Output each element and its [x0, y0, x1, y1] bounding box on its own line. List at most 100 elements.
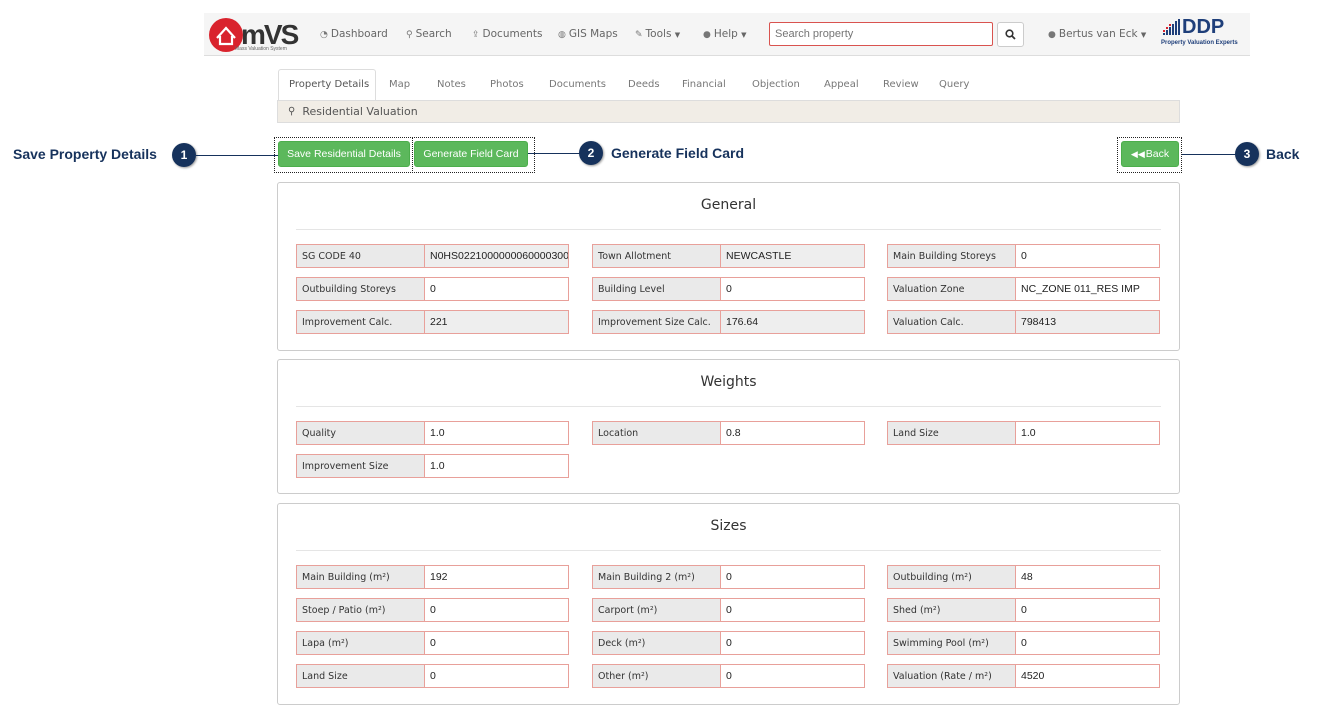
- field-shed[interactable]: Shed (m²) 0: [887, 598, 1160, 622]
- field-value: 176.64: [721, 311, 864, 333]
- tab-financial[interactable]: Financial: [682, 79, 726, 90]
- callout-line-2: [528, 153, 580, 154]
- tab-appeal[interactable]: Appeal: [824, 79, 859, 90]
- caret-down-icon: ▼: [674, 31, 681, 39]
- field-value: 0.8: [726, 427, 741, 439]
- ddp-logo: DDP Property Valuation Experts: [1160, 16, 1242, 50]
- field-land-size[interactable]: Land Size 0: [296, 664, 569, 688]
- nav-dashboard[interactable]: ◔ Dashboard: [320, 28, 388, 40]
- field-label: Carport (m²): [593, 599, 721, 621]
- field-deck[interactable]: Deck (m²) 0: [592, 631, 865, 655]
- nav-search-label: Search: [415, 28, 452, 40]
- field-sg-code[interactable]: SG CODE 40 N0HS02210000000600003000: [296, 244, 569, 268]
- field-stoep-patio[interactable]: Stoep / Patio (m²) 0: [296, 598, 569, 622]
- field-land-size-weight[interactable]: Land Size 1.0: [887, 421, 1160, 445]
- field-label: Shed (m²): [888, 599, 1016, 621]
- field-value: 48: [1021, 571, 1033, 583]
- field-main-building-storeys[interactable]: Main Building Storeys 0: [887, 244, 1160, 268]
- field-value: 1.0: [1021, 427, 1036, 439]
- property-search-input[interactable]: [769, 22, 993, 46]
- tab-active-frame: [278, 69, 376, 101]
- field-improvement-size-calc[interactable]: Improvement Size Calc. 176.64: [592, 310, 865, 334]
- backward-icon: ◀◀: [1130, 148, 1145, 159]
- field-value: 0: [430, 670, 436, 682]
- save-residential-details-button[interactable]: Save Residential Details: [278, 141, 410, 167]
- search-icon: [1005, 29, 1016, 40]
- field-main-building[interactable]: Main Building (m²) 192: [296, 565, 569, 589]
- tab-query[interactable]: Query: [939, 79, 970, 90]
- field-value: 0: [430, 283, 436, 295]
- tab-review[interactable]: Review: [883, 79, 919, 90]
- field-value: 0: [726, 571, 732, 583]
- field-valuation-rate[interactable]: Valuation (Rate / m²) 4520: [887, 664, 1160, 688]
- field-swimming-pool[interactable]: Swimming Pool (m²) 0: [887, 631, 1160, 655]
- field-location[interactable]: Location 0.8: [592, 421, 865, 445]
- search-button[interactable]: [997, 22, 1024, 47]
- nav-help-label: Help: [713, 28, 738, 40]
- brand-tagline: Property Valuation Experts: [1161, 40, 1238, 46]
- back-highlight: [1117, 137, 1182, 173]
- tab-map[interactable]: Map: [389, 79, 411, 90]
- field-outbuilding-storeys[interactable]: Outbuilding Storeys 0: [296, 277, 569, 301]
- field-label: Quality: [297, 422, 425, 444]
- svg-text:mVS: mVS: [241, 19, 299, 50]
- brand-name: DDP: [1182, 16, 1225, 38]
- field-card-highlight: [412, 137, 535, 173]
- tab-deeds[interactable]: Deeds: [628, 79, 660, 90]
- nav-documents[interactable]: ⇪ Documents: [472, 28, 542, 40]
- nav-help[interactable]: ● Help ▼: [703, 28, 747, 40]
- field-outbuilding[interactable]: Outbuilding (m²) 48: [887, 565, 1160, 589]
- field-building-level[interactable]: Building Level 0: [592, 277, 865, 301]
- dashboard-icon: ◔: [320, 30, 328, 40]
- tab-photos[interactable]: Photos: [490, 79, 524, 90]
- back-button[interactable]: ◀◀ Back: [1121, 141, 1179, 167]
- field-value: 4520: [1021, 670, 1045, 682]
- field-label: Outbuilding (m²): [888, 566, 1016, 588]
- field-value: 1.0: [430, 460, 445, 472]
- field-value: NEWCASTLE: [721, 245, 864, 267]
- user-menu[interactable]: ● Bertus van Eck ▼: [1048, 28, 1146, 40]
- upload-icon: ⇪: [472, 30, 480, 40]
- field-town-allotment[interactable]: Town Allotment NEWCASTLE: [592, 244, 865, 268]
- tab-objection[interactable]: Objection: [752, 79, 800, 90]
- nav-gis-maps[interactable]: ◍ GIS Maps: [558, 28, 618, 40]
- nav-search[interactable]: ⚲ Search: [406, 28, 452, 40]
- field-carport[interactable]: Carport (m²) 0: [592, 598, 865, 622]
- field-value: 0: [726, 283, 732, 295]
- generate-field-card-button[interactable]: Generate Field Card: [414, 141, 528, 167]
- globe-icon: ◍: [558, 30, 566, 40]
- field-valuation-zone[interactable]: Valuation Zone NC_ZONE 011_RES IMP: [887, 277, 1160, 301]
- field-label: Swimming Pool (m²): [888, 632, 1016, 654]
- field-label: Lapa (m²): [297, 632, 425, 654]
- field-label: Stoep / Patio (m²): [297, 599, 425, 621]
- field-value: 1.0: [430, 427, 445, 439]
- field-improvement-size[interactable]: Improvement Size 1.0: [296, 454, 569, 478]
- callout-badge-3: 3: [1235, 142, 1259, 166]
- callout-text-save: Save Property Details: [13, 146, 157, 162]
- field-other[interactable]: Other (m²) 0: [592, 664, 865, 688]
- field-value: 0: [1021, 250, 1027, 262]
- field-value: 0: [430, 604, 436, 616]
- mvs-logo[interactable]: mVS Mass Valuation System: [208, 16, 304, 54]
- tab-documents[interactable]: Documents: [549, 79, 607, 90]
- field-main-building-2[interactable]: Main Building 2 (m²) 0: [592, 565, 865, 589]
- top-navbar: [204, 13, 1250, 56]
- field-label: Valuation Zone: [888, 278, 1016, 300]
- nav-documents-label: Documents: [482, 28, 543, 40]
- field-value: 0: [1021, 604, 1027, 616]
- callout-line-3: [1182, 154, 1236, 155]
- field-quality[interactable]: Quality 1.0: [296, 421, 569, 445]
- field-label: Valuation Calc.: [888, 311, 1016, 333]
- sizes-title: Sizes: [710, 518, 747, 534]
- field-improvement-calc[interactable]: Improvement Calc. 221: [296, 310, 569, 334]
- tab-notes[interactable]: Notes: [437, 79, 466, 90]
- field-valuation-calc[interactable]: Valuation Calc. 798413: [887, 310, 1160, 334]
- logo-subtext: Mass Valuation System: [235, 46, 287, 52]
- nav-tools[interactable]: ✎ Tools ▼: [635, 28, 680, 40]
- tab-property-details[interactable]: Property Details: [289, 79, 370, 90]
- field-label: Main Building 2 (m²): [593, 566, 721, 588]
- tab-bar: [277, 69, 1180, 101]
- field-label: Town Allotment: [593, 245, 721, 267]
- back-button-label: Back: [1145, 148, 1170, 160]
- field-lapa[interactable]: Lapa (m²) 0: [296, 631, 569, 655]
